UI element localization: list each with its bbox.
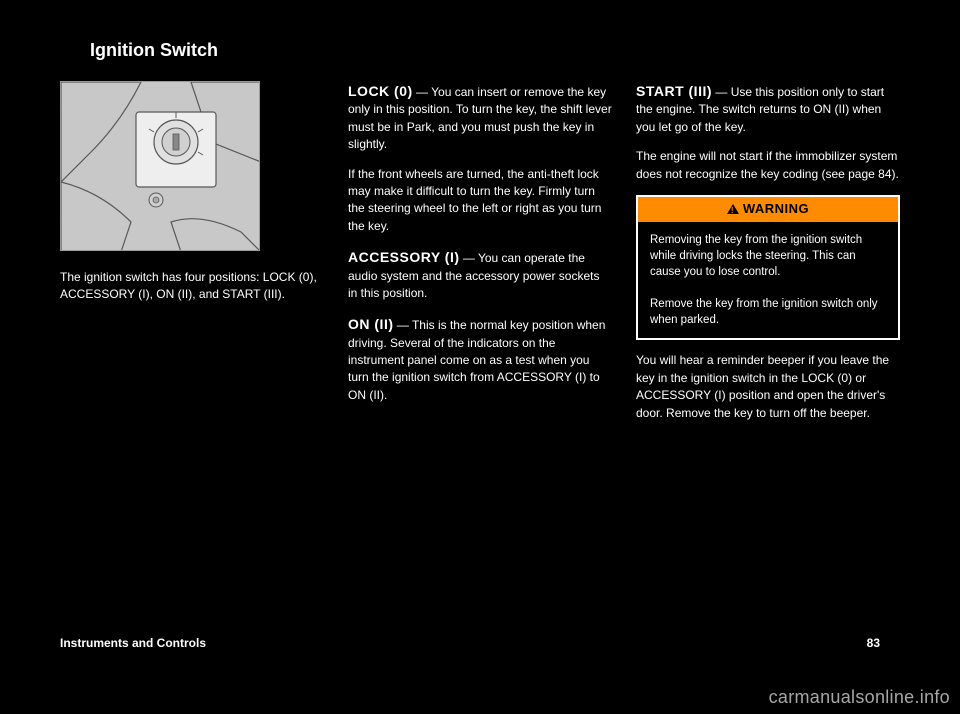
col2-on-paragraph: ON (II) — This is the normal key positio… <box>348 314 612 404</box>
col3-p3: You will hear a reminder beeper if you l… <box>636 352 900 422</box>
warning-box: WARNING Removing the key from the igniti… <box>636 195 900 340</box>
col3-start-paragraph: START (III) — Use this position only to … <box>636 81 900 136</box>
heading-accessory: ACCESSORY (I) <box>348 249 460 265</box>
heading-lock: LOCK (0) <box>348 83 413 99</box>
col2-lock-paragraph: LOCK (0) — You can insert or remove the … <box>348 81 612 154</box>
column-3: START (III) — Use this position only to … <box>636 81 900 434</box>
column-1: The ignition switch has four positions: … <box>60 81 324 434</box>
manual-page: Ignition Switch <box>60 40 900 660</box>
col2-p2: If the front wheels are turned, the anti… <box>348 166 612 236</box>
footer-page-number: 83 <box>867 636 900 650</box>
page-title: Ignition Switch <box>60 40 900 61</box>
warning-triangle-icon <box>727 204 739 214</box>
column-2: LOCK (0) — You can insert or remove the … <box>348 81 612 434</box>
watermark: carmanualsonline.info <box>769 687 950 708</box>
col1-paragraph-1: The ignition switch has four positions: … <box>60 269 324 304</box>
col3-p2: The engine will not start if the immobil… <box>636 148 900 183</box>
content-columns: The ignition switch has four positions: … <box>60 81 900 434</box>
footer-section: Instruments and Controls <box>60 636 206 650</box>
ignition-switch-diagram <box>60 81 260 251</box>
heading-on: ON (II) <box>348 316 394 332</box>
warning-label: WARNING <box>743 200 809 219</box>
col2-accessory-paragraph: ACCESSORY (I) — You can operate the audi… <box>348 247 612 302</box>
heading-start: START (III) <box>636 83 712 99</box>
page-footer: Instruments and Controls 83 <box>60 636 900 650</box>
warning-body: Removing the key from the ignition switc… <box>638 222 898 339</box>
warning-header: WARNING <box>638 197 898 222</box>
